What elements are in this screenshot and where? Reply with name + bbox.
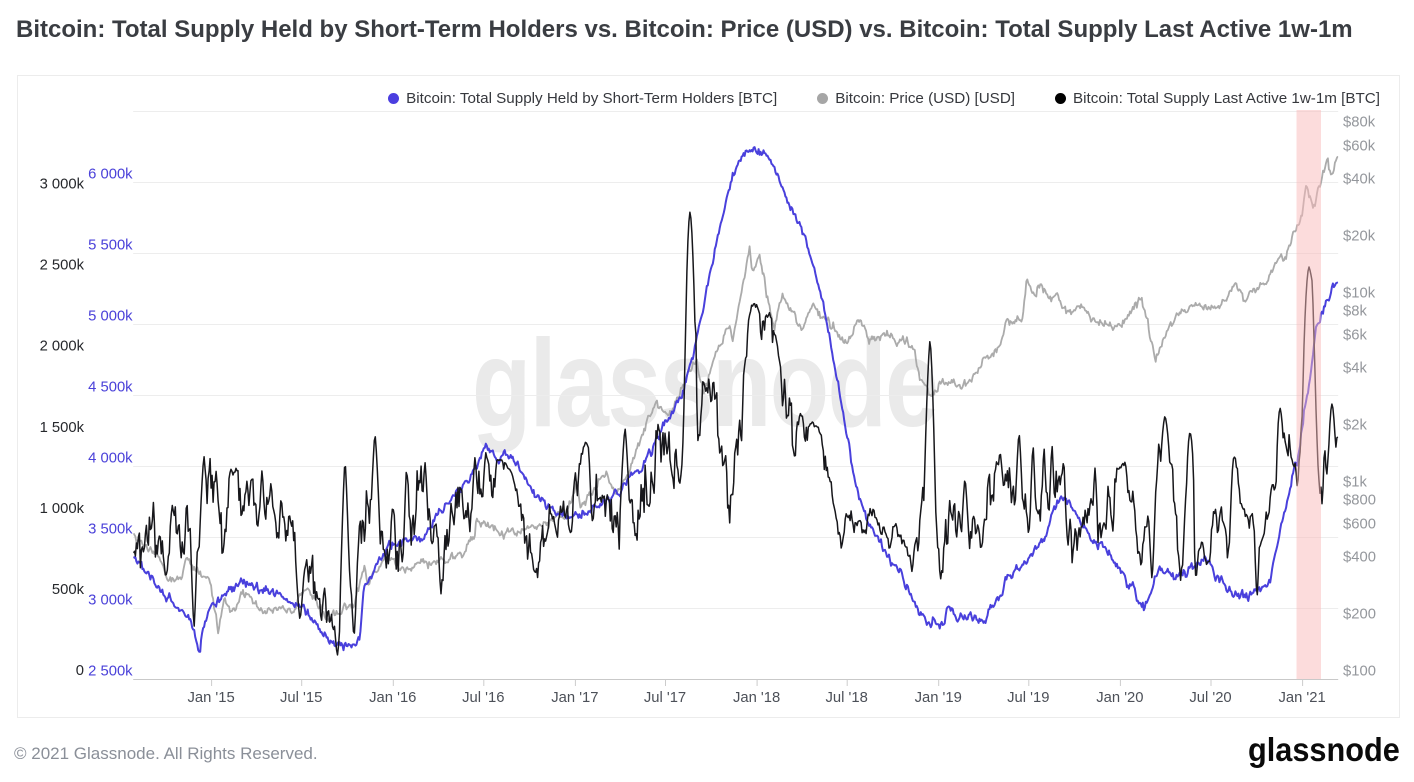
svg-text:$2k: $2k: [1343, 418, 1367, 434]
svg-text:1 500k: 1 500k: [40, 420, 85, 436]
svg-text:500k: 500k: [52, 582, 85, 598]
svg-text:$60k: $60k: [1343, 138, 1376, 154]
svg-text:$100: $100: [1343, 663, 1376, 679]
svg-text:Jul '19: Jul '19: [1007, 690, 1049, 706]
svg-text:$200: $200: [1343, 607, 1376, 623]
svg-text:1 000k: 1 000k: [40, 501, 85, 517]
svg-text:Jan '16: Jan '16: [369, 690, 416, 706]
svg-text:2 500k: 2 500k: [88, 663, 133, 679]
svg-text:$600: $600: [1343, 516, 1376, 532]
svg-text:Jan '21: Jan '21: [1278, 690, 1325, 706]
svg-text:$400: $400: [1343, 550, 1376, 566]
svg-text:$1k: $1k: [1343, 474, 1367, 490]
svg-text:$10k: $10k: [1343, 285, 1376, 301]
svg-text:2 000k: 2 000k: [40, 339, 85, 355]
svg-text:3 000k: 3 000k: [40, 177, 85, 193]
svg-text:Jan '18: Jan '18: [733, 690, 780, 706]
svg-text:Jul '20: Jul '20: [1189, 690, 1231, 706]
svg-text:Jan '19: Jan '19: [915, 690, 962, 706]
svg-text:Jan '15: Jan '15: [187, 690, 234, 706]
svg-text:$6k: $6k: [1343, 327, 1367, 343]
svg-text:3 500k: 3 500k: [88, 521, 133, 537]
svg-text:4 000k: 4 000k: [88, 450, 133, 466]
svg-text:Jan '20: Jan '20: [1096, 690, 1143, 706]
svg-text:$4k: $4k: [1343, 361, 1367, 377]
svg-text:$80k: $80k: [1343, 115, 1376, 131]
svg-text:6 000k: 6 000k: [88, 166, 133, 182]
svg-text:4 500k: 4 500k: [88, 379, 133, 395]
svg-text:$40k: $40k: [1343, 172, 1376, 188]
svg-text:Jul '17: Jul '17: [644, 690, 686, 706]
svg-text:$20k: $20k: [1343, 229, 1376, 245]
svg-text:$8k: $8k: [1343, 304, 1367, 320]
svg-text:$800: $800: [1343, 493, 1376, 509]
svg-text:5 500k: 5 500k: [88, 237, 133, 253]
svg-text:Jul '15: Jul '15: [280, 690, 322, 706]
svg-text:5 000k: 5 000k: [88, 308, 133, 324]
svg-text:Jan '17: Jan '17: [551, 690, 598, 706]
svg-text:0: 0: [76, 663, 84, 679]
svg-text:2 500k: 2 500k: [40, 258, 85, 274]
svg-text:Jul '18: Jul '18: [826, 690, 868, 706]
svg-text:3 000k: 3 000k: [88, 592, 133, 608]
svg-text:Jul '16: Jul '16: [462, 690, 504, 706]
